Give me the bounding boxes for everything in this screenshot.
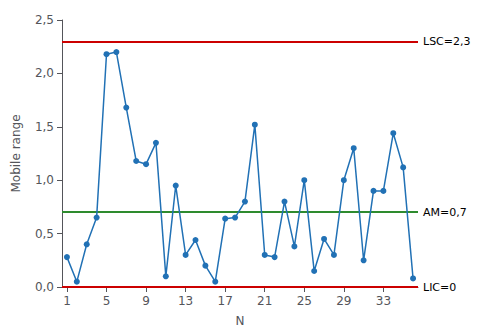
svg-text:2,5: 2,5	[35, 13, 54, 27]
svg-text:Mobile range: Mobile range	[9, 114, 23, 192]
svg-text:2,0: 2,0	[35, 66, 54, 80]
svg-text:21: 21	[257, 294, 272, 308]
svg-text:1,0: 1,0	[35, 173, 54, 187]
svg-text:25: 25	[297, 294, 312, 308]
svg-text:0,5: 0,5	[35, 227, 54, 241]
svg-text:13: 13	[178, 294, 193, 308]
svg-text:0,0: 0,0	[35, 280, 54, 294]
svg-text:1,5: 1,5	[35, 120, 54, 134]
svg-text:29: 29	[336, 294, 351, 308]
svg-text:17: 17	[218, 294, 233, 308]
svg-text:N: N	[236, 314, 245, 328]
svg-text:LSC=2,3: LSC=2,3	[423, 35, 471, 48]
svg-text:1: 1	[63, 294, 71, 308]
svg-text:33: 33	[376, 294, 391, 308]
svg-text:AM=0,7: AM=0,7	[423, 206, 467, 219]
svg-text:9: 9	[142, 294, 150, 308]
svg-text:LIC=0: LIC=0	[423, 281, 456, 294]
svg-text:5: 5	[103, 294, 111, 308]
